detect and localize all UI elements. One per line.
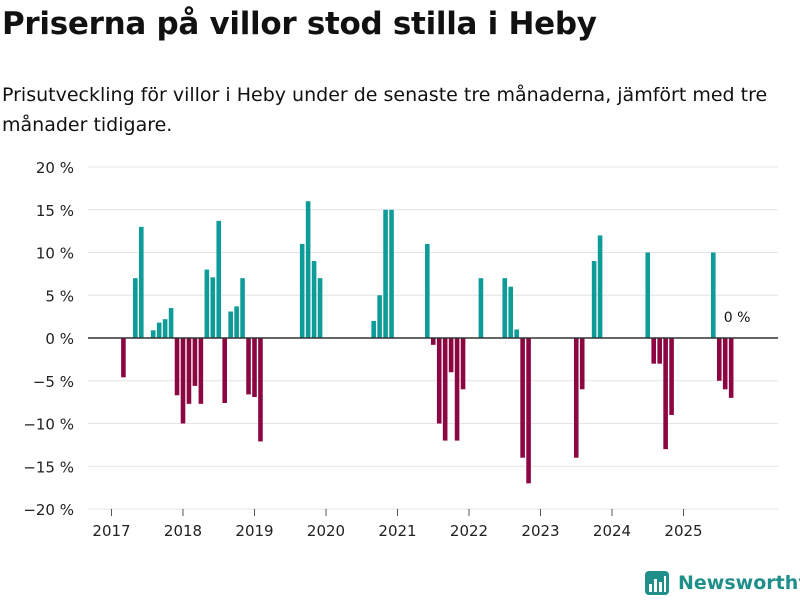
bar	[240, 278, 245, 338]
y-tick-label: −10 %	[23, 416, 74, 434]
bar	[234, 306, 239, 338]
bar	[150, 330, 156, 338]
y-tick-label: 5 %	[45, 287, 74, 305]
bar	[514, 329, 519, 338]
bar	[728, 338, 734, 398]
bar	[192, 338, 198, 386]
bar	[579, 338, 585, 390]
bar	[371, 320, 376, 338]
bar	[204, 269, 210, 338]
bar	[222, 338, 228, 403]
bar	[710, 252, 716, 338]
bar	[216, 220, 222, 338]
bar	[669, 338, 674, 415]
bar	[162, 319, 168, 338]
bar	[311, 261, 317, 338]
chart-title: Priserna på villor stod stilla i Heby	[2, 6, 597, 42]
bar	[168, 308, 174, 338]
bar	[716, 338, 722, 381]
newsworthy-logo-icon	[645, 571, 669, 595]
bar	[383, 209, 388, 338]
bar	[180, 338, 186, 424]
brand-logo[interactable]: Newsworthy	[644, 568, 800, 598]
x-tick-label: 2025	[664, 522, 702, 540]
bar	[246, 338, 251, 395]
bar	[228, 311, 233, 338]
y-tick-label: 10 %	[36, 245, 74, 263]
x-tick-label: 2022	[450, 522, 488, 540]
bar	[651, 338, 657, 364]
bar	[508, 286, 514, 338]
bar	[591, 261, 597, 338]
bar	[210, 277, 216, 338]
bar	[174, 338, 180, 396]
bar	[526, 338, 531, 484]
y-tick-label: 0 %	[45, 330, 74, 348]
bar	[436, 338, 442, 424]
bar	[657, 338, 662, 364]
bar	[258, 338, 263, 442]
bar	[252, 338, 257, 397]
bar	[299, 243, 305, 338]
bar	[186, 338, 192, 404]
bar	[317, 278, 323, 338]
bar	[520, 338, 525, 458]
bar	[448, 338, 454, 373]
bar	[645, 252, 651, 338]
bar	[597, 235, 603, 338]
bar	[502, 278, 508, 338]
bar	[133, 278, 138, 338]
bar	[156, 322, 162, 338]
bar	[424, 243, 430, 338]
y-tick-label: 15 %	[36, 202, 74, 220]
y-tick-label: −5 %	[33, 373, 74, 391]
bar	[198, 338, 204, 404]
x-tick-label: 2020	[307, 522, 345, 540]
bar	[377, 295, 382, 338]
bar	[389, 209, 394, 338]
x-tick-label: 2019	[235, 522, 273, 540]
bar	[305, 201, 311, 338]
bar	[573, 338, 579, 458]
bar	[722, 338, 728, 390]
axes: 20 % 15 % 10 % 5 % 0 % −5 % −10 % −15 % −20 % 201…	[23, 159, 778, 540]
gridlines	[88, 166, 778, 510]
y-tick-label: −20 %	[23, 501, 74, 519]
bar	[478, 278, 484, 338]
last-value-label: 0 %	[724, 310, 751, 326]
x-tick-label: 2023	[521, 522, 559, 540]
chart-subtitle: Prisutveckling för villor i Heby under d…	[2, 84, 768, 136]
x-tick-label: 2021	[378, 522, 416, 540]
bar	[460, 338, 466, 390]
x-tick-label: 2024	[593, 522, 631, 540]
y-tick-label: 20 %	[36, 159, 74, 177]
bar	[663, 338, 668, 450]
bars	[121, 201, 734, 484]
bar	[121, 338, 126, 378]
x-tick-label: 2017	[92, 522, 130, 540]
bar	[430, 338, 436, 345]
y-tick-label: −15 %	[23, 458, 74, 476]
bar	[454, 338, 460, 441]
x-tick-label: 2018	[164, 522, 202, 540]
bar	[442, 338, 448, 441]
bar	[138, 226, 144, 338]
brand-name: Newsworthy	[678, 572, 800, 594]
